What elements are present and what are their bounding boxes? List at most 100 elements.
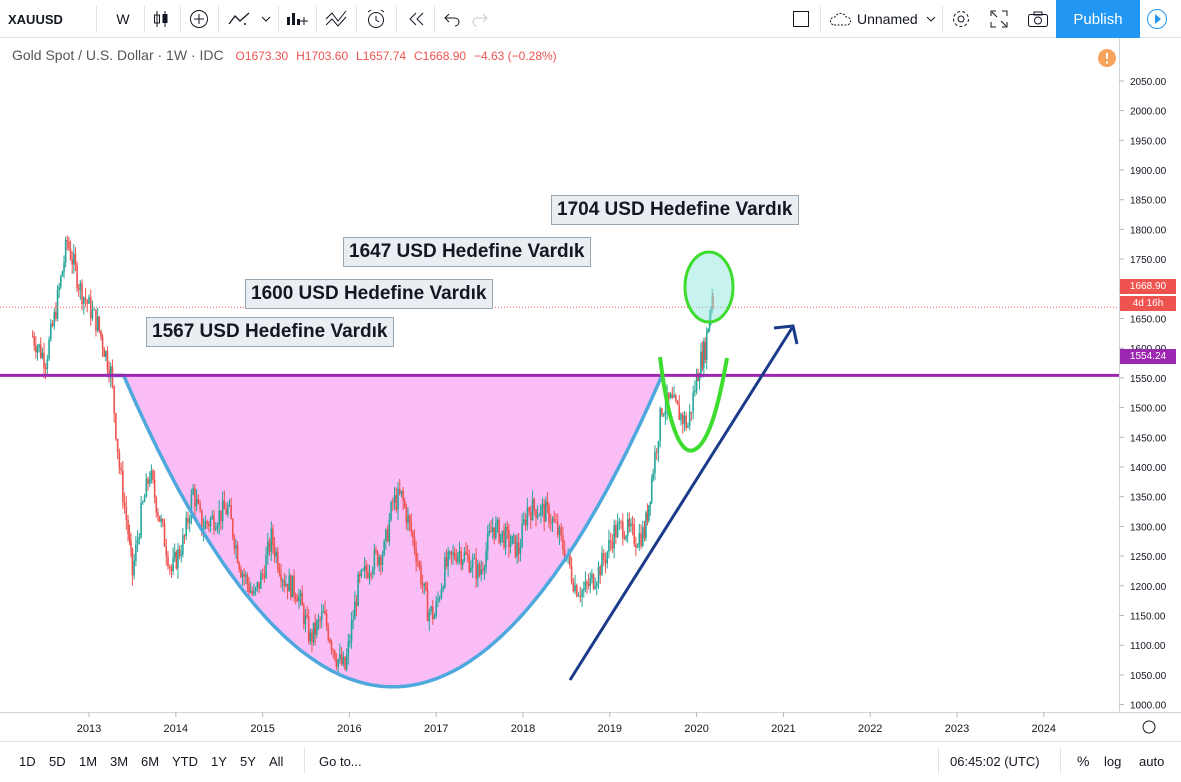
candle-body [340, 653, 343, 665]
candle-body [223, 500, 226, 510]
candle-body [683, 415, 686, 424]
cloud-icon [830, 12, 851, 26]
candle-body [398, 488, 401, 494]
candle-body [220, 510, 222, 522]
alert-icon[interactable] [362, 0, 390, 38]
candle-body [91, 309, 94, 319]
layout-menu[interactable]: Unnamed [828, 0, 940, 38]
clock-label[interactable]: 06:45:02 (UTC) [950, 753, 1040, 769]
play-icon[interactable] [1142, 0, 1172, 38]
warning-icon[interactable] [1098, 49, 1116, 67]
camera-icon[interactable] [1024, 0, 1052, 38]
candle-icon[interactable] [150, 0, 172, 38]
candle-body [563, 549, 566, 561]
candle-body [375, 549, 377, 552]
candle-body [66, 240, 69, 242]
candle-body [69, 248, 72, 260]
candle-body [296, 599, 299, 602]
candle-body [36, 347, 39, 353]
candle-body [606, 551, 608, 564]
candle-body [73, 253, 75, 265]
fullscreen-icon[interactable] [986, 0, 1012, 38]
candle-body [531, 498, 534, 521]
range-5d[interactable]: 5D [49, 753, 66, 769]
range-1m[interactable]: 1M [79, 753, 98, 769]
candle-body [163, 522, 166, 547]
undo-icon[interactable] [440, 0, 464, 38]
candle-body [512, 535, 515, 537]
candle-body [626, 519, 629, 537]
axis-settings-icon[interactable] [1142, 720, 1156, 734]
candle-body [648, 505, 650, 521]
candle-body [371, 569, 374, 574]
y-tick-label: 1650.00 [1130, 315, 1167, 326]
annotation-1647[interactable]: 1647 USD Hedefine Vardık [343, 237, 591, 267]
log-toggle[interactable]: log [1104, 753, 1122, 769]
annotation-1600[interactable]: 1600 USD Hedefine Vardık [245, 279, 493, 309]
range-3m[interactable]: 3M [110, 753, 129, 769]
candle-body [558, 527, 561, 536]
range-1y[interactable]: 1Y [211, 753, 227, 769]
candle-body [616, 523, 619, 538]
candle-body [238, 562, 241, 570]
candle-body [261, 573, 264, 575]
chevron-down-icon [926, 16, 936, 22]
candle-body [142, 502, 144, 504]
range-all[interactable]: All [269, 753, 284, 769]
gear-icon[interactable] [948, 0, 974, 38]
candle-body [582, 589, 585, 591]
candle-body [408, 515, 411, 522]
candle-body [483, 567, 486, 571]
add-indicator-icon[interactable] [186, 0, 212, 38]
candle-body [657, 441, 660, 453]
templates-icon[interactable] [322, 0, 352, 38]
candle-body [64, 240, 67, 263]
candle-body [39, 344, 42, 358]
candle-body [265, 554, 267, 579]
annotation-1567[interactable]: 1567 USD Hedefine Vardık [146, 317, 394, 347]
range-5y[interactable]: 5Y [240, 753, 256, 769]
fullscreen-box-icon[interactable] [786, 0, 816, 38]
goto-button[interactable]: Go to... [319, 753, 362, 769]
candle-body [172, 557, 174, 572]
auto-toggle[interactable]: auto [1139, 753, 1165, 769]
candle-body [130, 539, 132, 549]
candle-body [572, 581, 575, 592]
symbol-search[interactable]: XAUUSD [8, 0, 84, 38]
y-tick-label: 1150.00 [1130, 612, 1166, 623]
candle-body [98, 316, 101, 331]
compare-icon[interactable] [284, 0, 310, 38]
candle-body [530, 511, 532, 521]
range-1d[interactable]: 1D [19, 753, 36, 769]
range-6m[interactable]: 6M [141, 753, 160, 769]
replay-icon[interactable] [402, 0, 430, 38]
candle-body [342, 656, 345, 665]
y-tick-label: 1500.00 [1130, 404, 1167, 415]
candle-body [457, 553, 459, 562]
interval-button[interactable]: W [108, 0, 138, 38]
candle-body [421, 584, 424, 586]
annotation-1704[interactable]: 1704 USD Hedefine Vardık [551, 195, 799, 225]
candle-body [482, 569, 484, 571]
candle-body [96, 316, 99, 331]
x-tick-label: 2021 [771, 723, 795, 735]
candle-body [304, 615, 307, 625]
candle-body [468, 556, 471, 572]
publish-button[interactable]: Publish [1056, 0, 1140, 38]
candle-body [452, 552, 454, 555]
percent-toggle[interactable]: % [1077, 753, 1090, 769]
candle-body [135, 544, 137, 561]
chart-canvas[interactable]: 1000.00 1050.00 1100.00 1150.00 1200.00 1250.… [0, 38, 1181, 740]
candle-body [662, 414, 665, 416]
candle-body [631, 523, 634, 526]
redo-icon[interactable] [468, 0, 492, 38]
range-ytd[interactable]: YTD [172, 753, 198, 769]
chart-area[interactable]: 1000.00 1050.00 1100.00 1150.00 1200.00 1250.… [0, 38, 1181, 740]
candle-body [263, 573, 266, 579]
candle-body [199, 503, 201, 511]
chevron-down-icon[interactable] [258, 0, 274, 38]
candle-body [597, 566, 600, 584]
divider [938, 748, 939, 774]
indicators-icon[interactable] [226, 0, 252, 38]
candle-body [516, 542, 518, 557]
